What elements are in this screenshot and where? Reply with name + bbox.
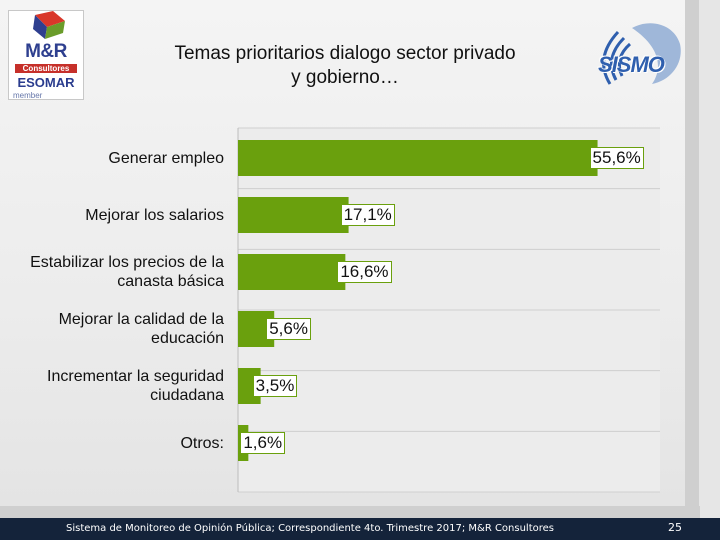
page-number: 25 <box>668 521 682 534</box>
value-label-2: 16,6% <box>337 261 392 283</box>
category-label-2-line-0: Estabilizar los precios de la <box>30 254 224 271</box>
value-label-5: 1,6% <box>240 432 286 454</box>
category-label-2: Estabilizar los precios de la canasta bás… <box>0 253 224 291</box>
value-label-0: 55,6% <box>589 147 644 169</box>
slide-frame-bottom <box>0 506 700 518</box>
bar-1 <box>238 197 349 233</box>
bar-0 <box>238 140 598 176</box>
category-label-1: Mejorar los salarios <box>0 206 224 225</box>
value-label-3: 5,6% <box>266 318 311 340</box>
sismo-logo-waves-icon <box>602 23 681 85</box>
category-label-2-line-1: canasta básica <box>117 273 224 290</box>
category-label-0-line-0: Generar empleo <box>108 149 224 167</box>
slide-title: Temas prioritarios dialogo sector privad… <box>100 42 590 90</box>
esomar-logo-text: ESOMAR <box>17 75 75 90</box>
mr-logo-cube-icon <box>33 11 65 39</box>
category-label-3-line-1: educación <box>151 330 224 347</box>
category-label-4: Incrementar la seguridad ciudadana <box>0 367 224 405</box>
mr-consultores-logo: M&R Consultores ESOMAR member <box>8 10 84 100</box>
footer-text: Sistema de Monitoreo de Opinión Pública;… <box>66 523 555 534</box>
bar-chart <box>237 127 660 493</box>
category-label-1-line-0: Mejorar los salarios <box>85 206 224 224</box>
mr-logo-text: M&R <box>25 41 67 62</box>
mr-logo-consultores: Consultores <box>15 64 77 73</box>
value-label-1: 17,1% <box>340 204 395 226</box>
value-label-4: 3,5% <box>252 375 298 397</box>
category-label-5: Otros: <box>0 434 224 453</box>
bar-2 <box>238 254 346 290</box>
slide-title-line-2: y gobierno… <box>291 67 399 88</box>
category-label-0: Generar empleo <box>0 149 224 168</box>
category-label-5-line-0: Otros: <box>180 434 224 452</box>
slide-title-line-1: Temas prioritarios dialogo sector privad… <box>174 43 516 64</box>
category-label-4-line-0: Incrementar la seguridad <box>47 368 224 385</box>
footer-bar <box>0 518 720 540</box>
category-label-3-line-0: Mejorar la calidad de la <box>58 311 224 328</box>
sismo-logo-text: SISMO <box>598 52 665 77</box>
esomar-member-text: member <box>13 91 43 100</box>
category-label-3: Mejorar la calidad de la educación <box>0 310 224 348</box>
category-label-4-line-1: ciudadana <box>150 387 224 404</box>
slide-frame-right <box>685 0 699 510</box>
